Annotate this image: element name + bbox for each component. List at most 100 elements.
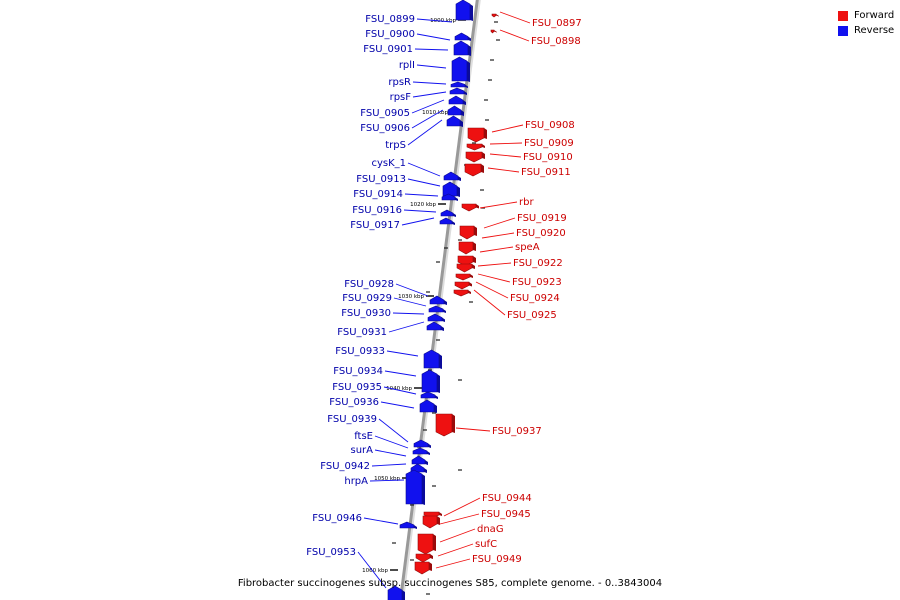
gene-label-fsu_0937[interactable]: FSU_0937	[492, 426, 542, 437]
gene-label-fsu_0897[interactable]: FSU_0897	[532, 18, 582, 29]
gene-label-fsu_0913[interactable]: FSU_0913	[356, 174, 406, 185]
gene-glyph-rpsr[interactable]	[450, 81, 466, 88]
gene-glyph-fsu_0924[interactable]	[454, 281, 470, 290]
scale-tick-label: 1050 kbp	[374, 476, 400, 482]
gene-glyph-sura[interactable]	[411, 455, 426, 465]
gene-glyph-fsu_0935[interactable]	[420, 391, 436, 399]
gene-label-fsu_0931[interactable]: FSU_0931	[337, 327, 387, 338]
gene-glyph-fsu_0946[interactable]	[399, 521, 415, 529]
gene-label-fsu_0946[interactable]: FSU_0946	[312, 513, 362, 524]
gene-label-fsu_0925[interactable]: FSU_0925	[507, 310, 557, 321]
gene-glyph-fsu_0953[interactable]	[387, 585, 403, 600]
gene-glyph-fsu_0937[interactable]	[435, 413, 453, 437]
gene-label-fsu_0934[interactable]: FSU_0934	[333, 366, 383, 377]
gene-label-fsu_0944[interactable]: FSU_0944	[482, 493, 532, 504]
gene-label-rpsf[interactable]: rpsF	[390, 92, 412, 103]
gene-glyph-fsu_0923[interactable]	[455, 273, 471, 281]
leader-line	[475, 281, 509, 299]
gene-glyph-fsu_0897[interactable]	[491, 13, 497, 18]
gene-label-fsu_0905[interactable]: FSU_0905	[360, 108, 410, 119]
gene-glyph-fsu_0916[interactable]	[440, 209, 454, 217]
gene-glyph-fsu_0908[interactable]	[467, 127, 485, 143]
gene-label-rpsr[interactable]: rpsR	[388, 77, 411, 88]
leader-line	[412, 91, 447, 98]
gene-label-fsu_0910[interactable]: FSU_0910	[523, 152, 573, 163]
gene-label-fsu_0901[interactable]: FSU_0901	[363, 44, 413, 55]
gene-label-fsu_0930[interactable]: FSU_0930	[341, 308, 391, 319]
gene-glyph-fsu_0905[interactable]	[448, 95, 464, 105]
gene-glyph-fsu_0919[interactable]	[459, 225, 475, 240]
gene-glyph-fsu_0930[interactable]	[427, 313, 443, 322]
gene-glyph-fsu_0934[interactable]	[421, 369, 438, 393]
gene-label-dnag[interactable]: dnaG	[477, 524, 504, 535]
gene-glyph-fsu_0920[interactable]	[458, 241, 474, 255]
gene-glyph-fsu_0949[interactable]	[414, 561, 430, 575]
gene-label-fsu_0945[interactable]: FSU_0945	[481, 509, 531, 520]
gene-label-rpli[interactable]: rplI	[399, 60, 415, 71]
gene-label-cysk_1[interactable]: cysK_1	[371, 158, 406, 169]
gene-label-fsu_0914[interactable]: FSU_0914	[353, 189, 403, 200]
gene-label-fsu_0917[interactable]: FSU_0917	[350, 220, 400, 231]
gene-label-spea[interactable]: speA	[515, 242, 540, 253]
gene-label-fsu_0949[interactable]: FSU_0949	[472, 554, 522, 565]
gene-label-fsu_0909[interactable]: FSU_0909	[524, 138, 574, 149]
leader-line	[383, 386, 417, 395]
gene-label-fsu_0933[interactable]: FSU_0933	[335, 346, 385, 357]
gene-glyph-fsu_0922[interactable]	[456, 263, 473, 273]
gene-label-hrpa[interactable]: hrpA	[344, 476, 368, 487]
gene-label-fsu_0906[interactable]: FSU_0906	[360, 123, 410, 134]
gene-label-fsu_0916[interactable]: FSU_0916	[352, 205, 402, 216]
gene-glyph-rbr[interactable]	[461, 203, 477, 212]
gene-label-fsu_0924[interactable]: FSU_0924	[510, 293, 560, 304]
gene-glyph-rpli[interactable]	[451, 56, 468, 82]
gene-label-fsu_0911[interactable]: FSU_0911	[521, 167, 571, 178]
gene-glyph-fsu_0945[interactable]	[422, 515, 438, 529]
gene-label-fsu_0953[interactable]: FSU_0953	[306, 547, 356, 558]
gene-glyph-fsu_0939[interactable]	[413, 439, 429, 448]
gene-label-fsu_0922[interactable]: FSU_0922	[513, 258, 563, 269]
gene-glyph-fsu_0906[interactable]	[447, 105, 462, 116]
gene-label-fsu_0900[interactable]: FSU_0900	[365, 29, 415, 40]
gene-label-fsu_0898[interactable]: FSU_0898	[531, 36, 581, 47]
gene-label-fsu_0935[interactable]: FSU_0935	[332, 382, 382, 393]
gene-label-sufc[interactable]: sufC	[475, 539, 497, 550]
gene-glyph-fsu_0933[interactable]	[423, 349, 440, 369]
gene-glyph-fsu_0925[interactable]	[453, 289, 469, 297]
gene-label-fsu_0920[interactable]: FSU_0920	[516, 228, 566, 239]
gene-label-fsu_0923[interactable]: FSU_0923	[512, 277, 562, 288]
gene-label-fsu_0919[interactable]: FSU_0919	[517, 213, 567, 224]
gene-glyph-fsu_0909[interactable]	[466, 143, 483, 151]
gene-glyph-fsu_0899[interactable]	[455, 0, 471, 21]
gene-label-sura[interactable]: surA	[351, 445, 374, 456]
gene-glyph-fsu_0914[interactable]	[441, 193, 456, 201]
gene-label-fsu_0928[interactable]: FSU_0928	[344, 279, 394, 290]
gene-glyph-fsu_0898[interactable]	[490, 29, 495, 34]
gene-label-fsu_0899[interactable]: FSU_0899	[365, 14, 415, 25]
gene-label-fsu_0942[interactable]: FSU_0942	[320, 461, 370, 472]
gene-glyph-hrpa[interactable]	[405, 469, 423, 505]
leader-line	[455, 427, 491, 432]
gene-glyph-fsu_0928[interactable]	[429, 295, 445, 305]
gene-glyph-fsu_0929[interactable]	[428, 305, 444, 313]
gene-glyph-fsu_0900[interactable]	[454, 32, 469, 41]
gene-glyph-fsu_0911[interactable]	[464, 163, 482, 177]
gene-label-ftse[interactable]: ftsE	[354, 431, 373, 442]
gene-glyph-trps[interactable]	[446, 115, 461, 127]
gene-label-fsu_0936[interactable]: FSU_0936	[329, 397, 379, 408]
gene-glyph-fsu_0910[interactable]	[465, 151, 483, 163]
gene-glyph-fsu_0931[interactable]	[426, 321, 442, 331]
gene-glyph-cysk_1[interactable]	[443, 171, 459, 181]
gene-label-fsu_0939[interactable]: FSU_0939	[327, 414, 377, 425]
gene-label-fsu_0929[interactable]: FSU_0929	[342, 293, 392, 304]
gene-glyph-ftse[interactable]	[412, 447, 428, 455]
gene-glyph-fsu_0936[interactable]	[419, 399, 435, 413]
gene-glyph-rpsf[interactable]	[449, 87, 465, 95]
gene-glyph-sufc[interactable]	[415, 553, 431, 563]
gene-glyph-dnag[interactable]	[417, 533, 434, 555]
gene-glyph-fsu_0901[interactable]	[453, 40, 469, 56]
leader-line	[388, 321, 425, 333]
gene-label-fsu_0908[interactable]: FSU_0908	[525, 120, 575, 131]
gene-label-rbr[interactable]: rbr	[519, 197, 534, 208]
gene-label-trps[interactable]: trpS	[385, 140, 406, 151]
gene-glyph-fsu_0917[interactable]	[439, 217, 453, 225]
